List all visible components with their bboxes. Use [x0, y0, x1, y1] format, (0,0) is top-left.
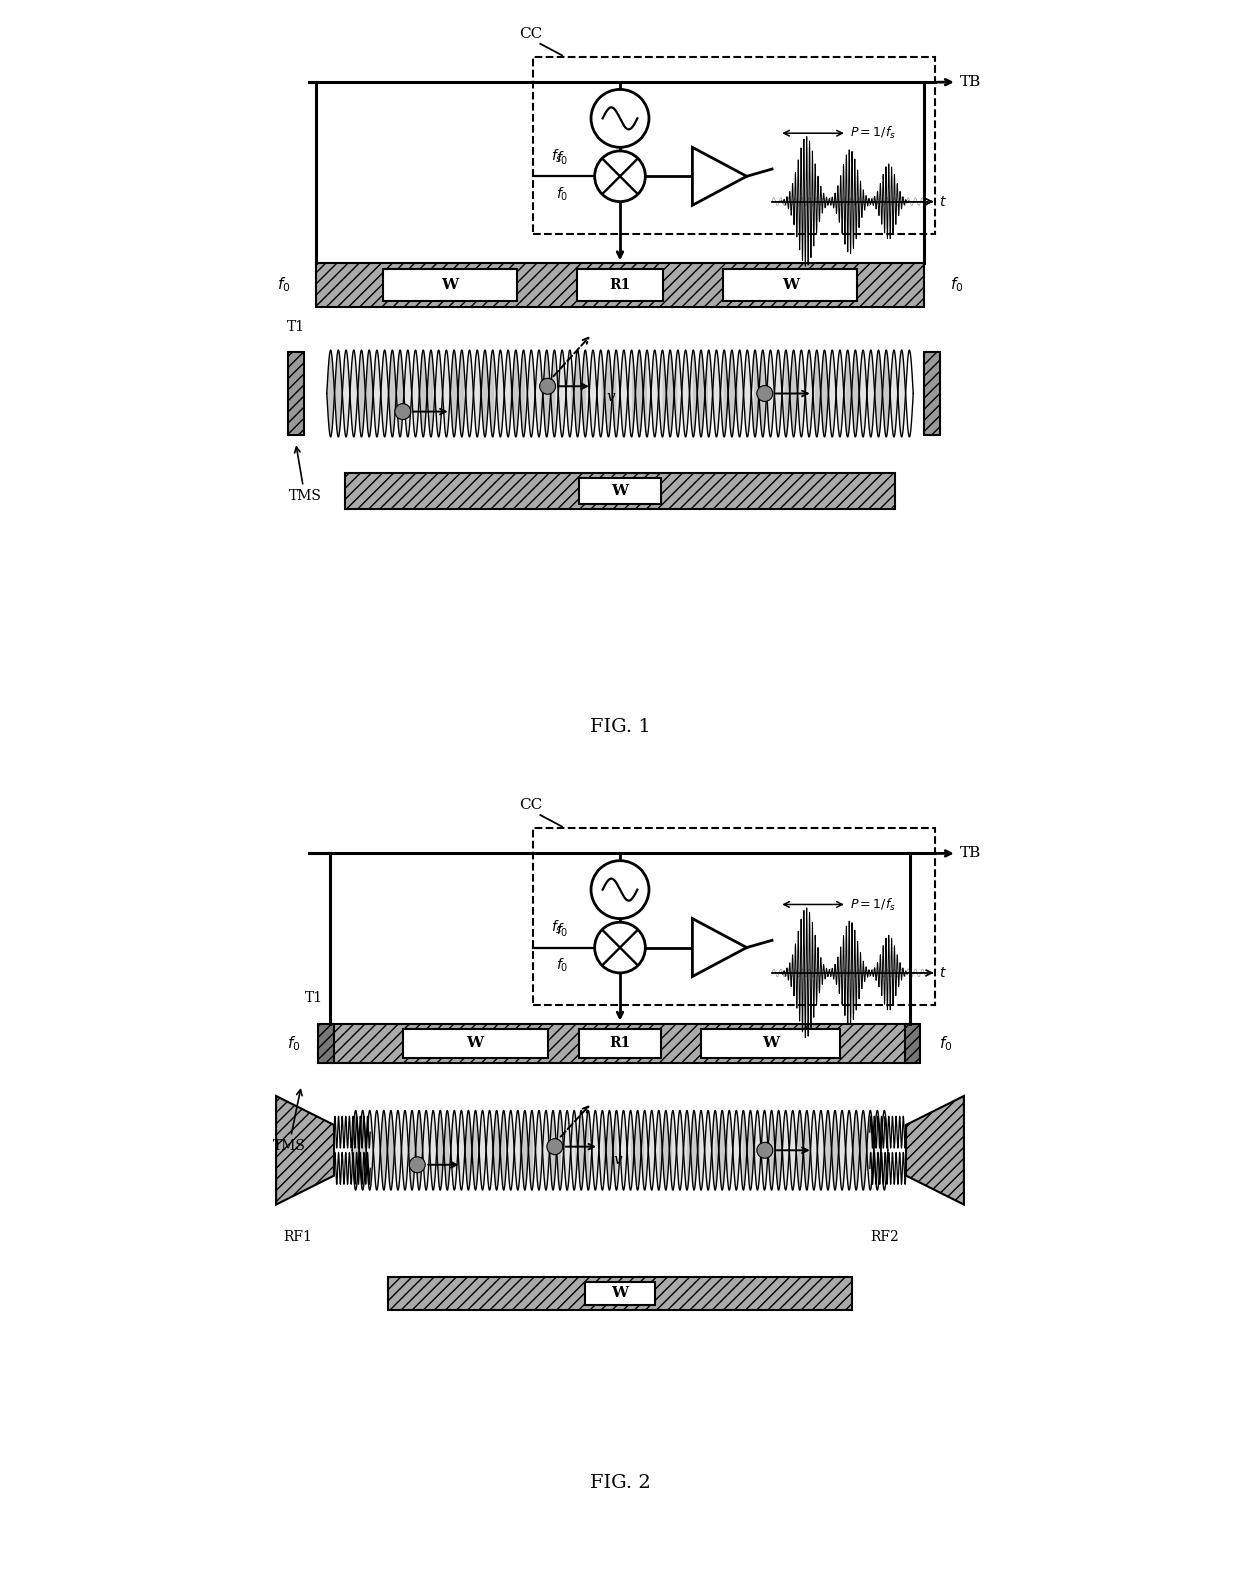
- Bar: [904, 1023, 920, 1064]
- Bar: [533, 828, 935, 1006]
- Circle shape: [595, 922, 645, 973]
- Text: W: W: [763, 1037, 779, 1050]
- Text: T1: T1: [286, 320, 305, 334]
- Bar: [578, 269, 662, 301]
- Text: CC: CC: [518, 798, 542, 812]
- Text: $P=1/f_s$: $P=1/f_s$: [851, 897, 897, 913]
- Text: TB: TB: [960, 76, 982, 90]
- Bar: [533, 57, 935, 235]
- Circle shape: [394, 403, 410, 420]
- Circle shape: [591, 861, 649, 919]
- Bar: [383, 269, 517, 301]
- Circle shape: [756, 1143, 773, 1158]
- Text: W: W: [466, 1037, 484, 1050]
- Text: R1: R1: [609, 279, 631, 291]
- Text: $f_s$: $f_s$: [551, 919, 563, 937]
- Text: T2: T2: [916, 992, 935, 1006]
- Text: FIG. 1: FIG. 1: [590, 718, 650, 735]
- Polygon shape: [692, 919, 746, 976]
- Text: $f_0$: $f_0$: [939, 1034, 952, 1053]
- Bar: [579, 1029, 661, 1058]
- Text: $P=1/f_s$: $P=1/f_s$: [851, 126, 897, 142]
- Bar: [345, 474, 895, 510]
- Text: RF2: RF2: [870, 1229, 899, 1243]
- Circle shape: [591, 90, 649, 148]
- Bar: [316, 263, 924, 307]
- Text: $f_0$: $f_0$: [556, 957, 568, 974]
- Circle shape: [409, 1157, 425, 1173]
- Text: $t$: $t$: [940, 195, 947, 209]
- Bar: [701, 1029, 841, 1058]
- Polygon shape: [277, 1096, 334, 1204]
- Bar: [388, 1277, 852, 1310]
- Text: $f_0$: $f_0$: [556, 186, 568, 203]
- Bar: [330, 1023, 910, 1064]
- Text: $f_0$: $f_0$: [288, 1034, 301, 1053]
- Text: $t$: $t$: [940, 966, 947, 981]
- Text: W: W: [441, 279, 459, 291]
- Text: $f_0$: $f_0$: [277, 275, 290, 294]
- Polygon shape: [906, 1096, 963, 1204]
- Text: v: v: [614, 1152, 622, 1166]
- Text: TB: TB: [960, 847, 982, 861]
- Bar: [579, 478, 661, 504]
- Text: RF1: RF1: [283, 1229, 312, 1243]
- Circle shape: [756, 386, 773, 401]
- Text: TMS: TMS: [289, 447, 321, 504]
- Bar: [723, 269, 857, 301]
- Text: T1: T1: [305, 992, 324, 1006]
- Bar: [403, 1029, 548, 1058]
- Text: $f_s$: $f_s$: [551, 148, 563, 165]
- Text: v: v: [606, 390, 615, 405]
- Bar: [585, 1281, 655, 1305]
- Text: W: W: [611, 1286, 629, 1300]
- Text: $f_0$: $f_0$: [556, 921, 568, 938]
- Text: W: W: [781, 279, 799, 291]
- Bar: [924, 353, 940, 434]
- Circle shape: [539, 378, 556, 394]
- Polygon shape: [692, 148, 746, 205]
- Bar: [319, 1023, 334, 1064]
- Text: W: W: [611, 485, 629, 499]
- Text: TMS: TMS: [273, 1089, 305, 1154]
- Text: $f_0$: $f_0$: [950, 275, 963, 294]
- Circle shape: [547, 1138, 563, 1155]
- Text: R1: R1: [609, 1037, 631, 1050]
- Text: CC: CC: [518, 27, 542, 41]
- Text: $f_0$: $f_0$: [556, 150, 568, 167]
- Bar: [288, 353, 304, 434]
- Text: FIG. 2: FIG. 2: [590, 1475, 650, 1492]
- Text: T2: T2: [923, 387, 941, 400]
- Circle shape: [595, 151, 645, 201]
